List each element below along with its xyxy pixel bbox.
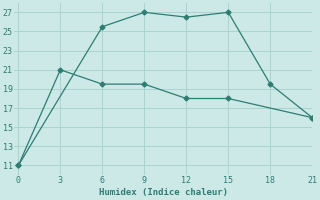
X-axis label: Humidex (Indice chaleur): Humidex (Indice chaleur) bbox=[99, 188, 228, 197]
